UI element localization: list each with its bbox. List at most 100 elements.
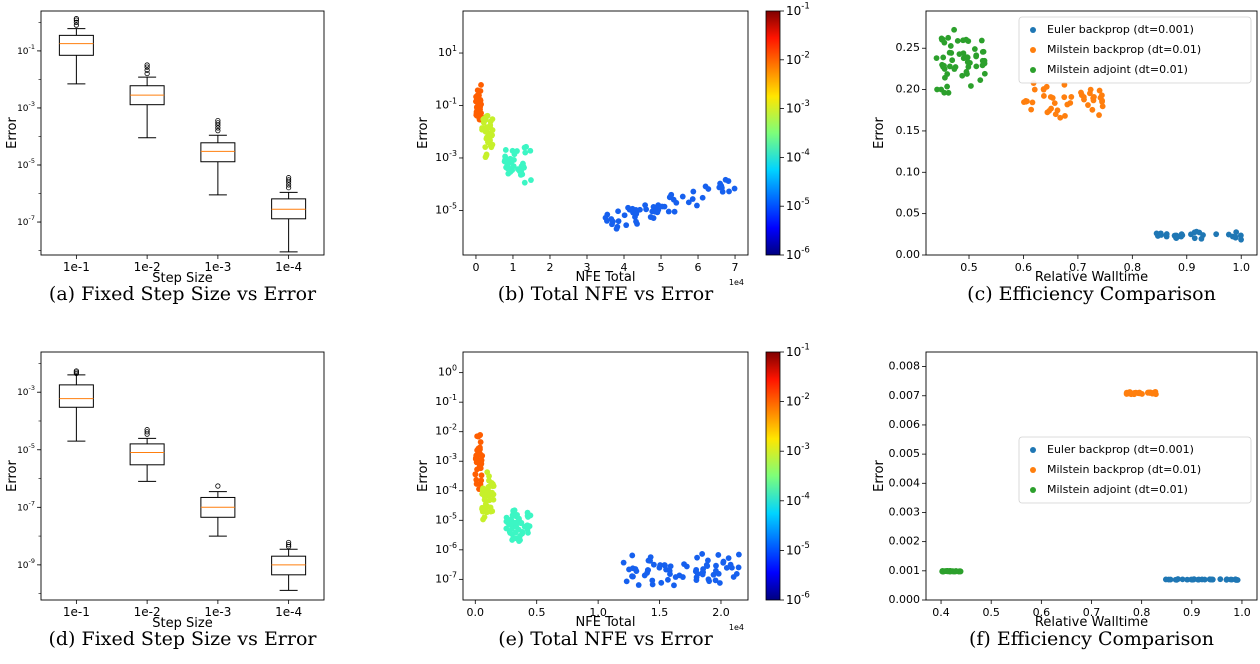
scatter-point-e-3 [649,577,656,584]
x-tick-label: 1e-2 [134,605,161,619]
scatter-point-e-3 [700,566,707,572]
scatter-point-e-3 [699,551,706,557]
y-tick-label: 0.15 [896,124,921,137]
panel-b: 101 10-1 10-3 10-5 0 1 2 3 4 5 6 7 1e4 10-1 10-2 10-3 10… [416,1,810,305]
x-axis-label: Step Size [152,271,212,286]
panel-caption: (c) Efficiency Comparison [967,283,1216,305]
legend-label: Euler backprop (dt=0.001) [1047,23,1194,36]
plot-frame [40,10,325,256]
scatter-point-c-1 [1067,100,1074,106]
scatter-point-e-3 [662,562,668,569]
scatter-point-b-1 [489,127,496,133]
scatter-point-b-3 [679,193,686,200]
scatter-point-e-3 [694,554,700,561]
scatter-point-c-1 [1090,95,1097,102]
box-flier [73,22,79,28]
colorbar [765,351,781,601]
legend-label: Milstein backprop (dt=0.01) [1047,43,1201,56]
scatter-point-e-2 [514,511,520,518]
x-axis-label: Step Size [152,616,212,631]
scatter-point-c-1 [1099,97,1105,104]
scatter-point-b-1 [483,113,490,120]
scatter-point-e-3 [671,582,677,589]
panel-caption: (e) Total NFE vs Error [498,628,714,650]
scatter-point-c-2 [965,64,972,70]
legend-marker [1030,47,1036,53]
scatter-point-b-1 [480,119,487,126]
scatter-point-b-3 [630,209,636,216]
scatter-point-c-1 [1047,94,1054,100]
scatter-point-e-1 [481,493,488,500]
x-tick-label: 1e-3 [204,260,231,274]
scatter-point-b-3 [665,208,672,215]
x-tick-label: 1e-4 [275,260,302,274]
plot-frame [40,351,325,601]
scatter-point-e-2 [511,519,518,526]
scatter-point-b-3 [615,208,621,215]
scatter-point-e-0 [476,460,483,467]
scatter-point-c-2 [968,83,974,89]
scatter-point-e-3 [635,582,642,588]
y-tick-label: 10-4 [435,481,457,497]
colorbar-tick-label: 10-4 [786,148,810,164]
scatter-point-e-3 [715,552,722,558]
scatter-point-e-0 [473,476,480,483]
y-tick-label: 100 [438,363,457,379]
y-tick-label: 10-2 [435,422,457,438]
scatter-point-f-1 [1136,389,1143,396]
scatter-point-f-0 [1233,576,1240,583]
colorbar-tick-label: 10-6 [786,590,810,606]
box-flier [215,483,221,489]
scatter-point-c-0 [1188,231,1194,238]
x-tick-label: 0.7 [1069,261,1087,274]
box-flier [144,62,150,68]
scatter-point-e-3 [665,576,671,583]
scatter-point-c-2 [954,37,961,44]
scatter-point-c-1 [1057,114,1064,121]
legend-label: Milstein adjoint (dt=0.01) [1047,483,1188,496]
scatter-point-c-2 [973,63,980,70]
legend-box [1018,16,1252,84]
scatter-point-c-2 [964,71,970,77]
scatter-point-e-1 [479,504,486,511]
scatter-point-b-3 [643,206,650,213]
scatter-point-c-1 [1096,112,1102,118]
y-tick-label: 101 [438,44,457,60]
box-flier [286,185,292,191]
scatter-point-f-1 [1151,389,1158,396]
scatter-point-c-2 [944,71,951,77]
scatter-point-b-3 [722,176,729,183]
scatter-point-c-0 [1157,230,1164,237]
scatter-point-b-3 [718,182,725,189]
y-tick-label: 10-1 [17,43,35,57]
scatter-point-c-2 [963,36,969,43]
scatter-point-c-1 [1061,94,1068,101]
scatter-point-b-3 [613,225,620,232]
scatter-point-b-0 [478,82,484,88]
scatter-point-c-1 [1051,100,1058,107]
scatter-point-b-1 [487,118,494,125]
scatter-point-b-0 [473,112,480,119]
colorbar-tick-label: 10-3 [786,441,810,457]
scatter-point-e-1 [484,503,491,510]
scatter-point-c-2 [973,53,980,60]
scatter-point-b-3 [652,208,658,215]
panel-caption: (d) Fixed Step Size vs Error [48,628,317,650]
scatter-point-c-2 [960,50,967,57]
x-tick-label: 6 [695,261,702,274]
scatter-point-e-0 [477,439,484,445]
y-tick-label: 0.003 [889,505,921,518]
scatter-point-e-2 [517,537,523,544]
x-tick-label: 1e-1 [63,260,90,274]
scatter-point-e-3 [733,570,740,577]
scatter-point-b-2 [522,149,529,156]
y-tick-label: 0.002 [889,535,921,548]
scatter-point-b-2 [521,179,528,186]
scatter-point-c-2 [944,83,951,90]
scatter-point-b-2 [503,160,510,166]
y-tick-label: 10-1 [435,96,457,112]
y-tick-label: 10-7 [17,499,35,513]
box-flier [286,175,292,181]
scatter-point-b-0 [474,104,481,111]
scatter-point-c-1 [1099,103,1106,110]
